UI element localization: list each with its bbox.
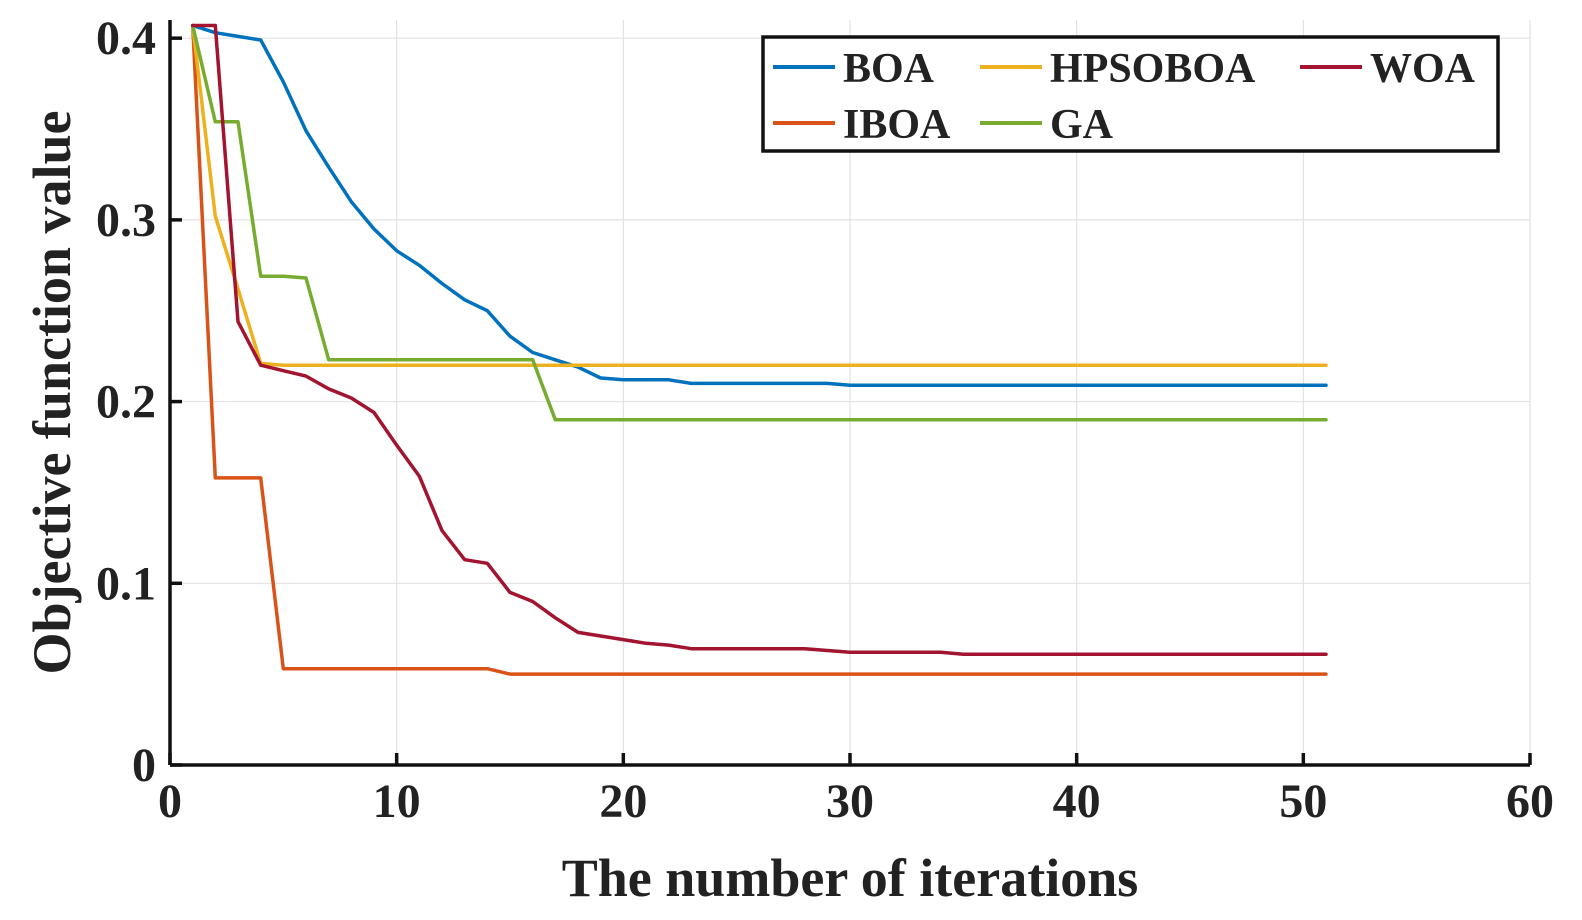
axes [168, 20, 1532, 767]
y-tick-label: 0.1 [96, 557, 156, 610]
x-tick-label: 20 [599, 775, 647, 828]
y-tick-label: 0.2 [96, 376, 156, 429]
series-line-ga [190, 23, 1328, 422]
legend-box [761, 35, 1500, 153]
x-tick-label: 50 [1279, 775, 1327, 828]
y-axis-title: Objective function value [22, 111, 82, 675]
x-tick-label: 40 [1053, 775, 1101, 828]
x-tick-label: 30 [826, 775, 874, 828]
legend: BOA HPSOBOA WOA IBOA GA [761, 35, 1500, 153]
y-tick-label: 0.4 [96, 12, 156, 65]
series-line-boa [190, 23, 1328, 387]
legend-label: HPSOBOA [1050, 46, 1256, 92]
legend-label: GA [1050, 102, 1114, 148]
legend-entry-iboa: IBOA [773, 102, 951, 148]
tick-labels: 0 10 20 30 40 50 60 0 0.1 0.2 0.3 0.4 [96, 12, 1554, 828]
x-tick-label: 10 [373, 775, 421, 828]
legend-label: BOA [843, 46, 935, 92]
y-tick-label: 0.3 [96, 194, 156, 247]
legend-entry-ga: GA [980, 102, 1114, 148]
legend-entry-hpsoboa: HPSOBOA [980, 46, 1256, 92]
legend-label: WOA [1370, 46, 1476, 92]
y-tick-label: 0 [132, 739, 156, 792]
series-line-iboa [190, 23, 1328, 676]
legend-label: IBOA [843, 102, 951, 148]
legend-entry-woa: WOA [1300, 46, 1476, 92]
x-tick-label: 0 [158, 775, 182, 828]
series-line-hpsoboa [190, 23, 1328, 367]
legend-entry-boa: BOA [773, 46, 935, 92]
series-line-woa [190, 23, 1328, 656]
series-lines [190, 23, 1328, 676]
x-axis-title: The number of iterations [562, 848, 1139, 908]
x-tick-label: 60 [1506, 775, 1554, 828]
